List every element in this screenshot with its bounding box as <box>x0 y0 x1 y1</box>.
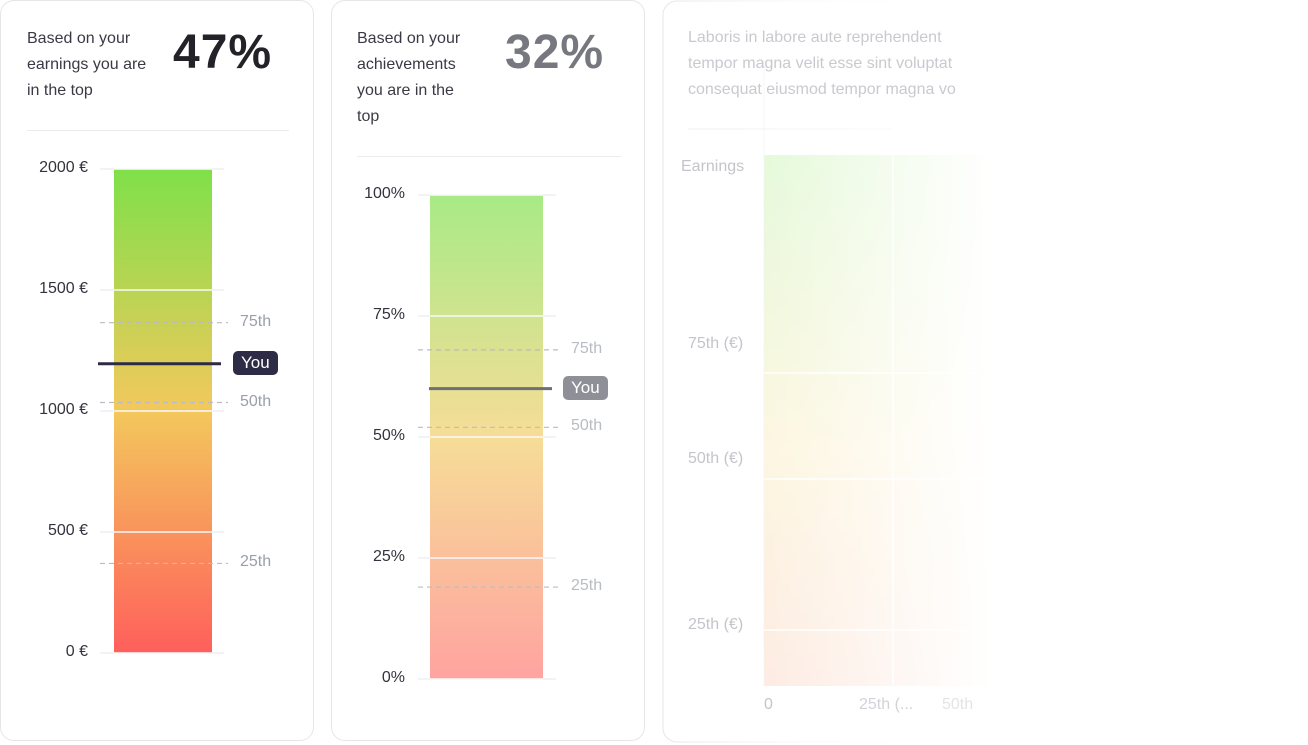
y-tick-label: 75% <box>372 306 405 323</box>
heatmap-ylabel: Earnings <box>681 158 745 175</box>
y-tick-label: 25% <box>372 548 405 565</box>
you-badge: You <box>233 350 278 375</box>
percentile-label-25th: 25th <box>240 553 272 571</box>
heatmap-fade-overlay <box>662 0 992 745</box>
chart-svg-0 <box>98 168 228 654</box>
earnings-description: Based on your earnings you are in the to… <box>27 30 147 99</box>
heatmap-ytick-75: 75th (€) <box>688 335 744 352</box>
percentile-label-25th: 25th <box>571 577 603 595</box>
y-tick-label: 100% <box>364 185 405 202</box>
percentile-label-50th: 50th <box>240 392 272 410</box>
earnings-percent: 47% <box>173 26 273 79</box>
heatmap-xtick-25: 25th (... <box>859 696 914 713</box>
earnings-divider <box>27 130 289 131</box>
you-badge: You <box>563 375 608 400</box>
y-tick-label: 1500 € <box>39 280 88 297</box>
heatmap-card-svg <box>662 0 992 745</box>
y-tick-label: 2000 € <box>39 159 88 176</box>
heatmap-description: Laboris in labore aute reprehendent temp… <box>688 29 956 98</box>
achievements-percent: 32% <box>505 26 605 79</box>
y-tick-label: 0% <box>381 669 405 686</box>
percentile-label-75th: 75th <box>240 312 272 330</box>
achievements-chart: 0% 25% 50% 75% 100% 75th 50th 25th You <box>364 185 608 686</box>
y-tick-label: 0 € <box>65 643 88 660</box>
chart-svg-1 <box>418 194 560 680</box>
heatmap-xtick-0: 0 <box>764 696 773 713</box>
percentile-label-75th: 75th <box>571 339 603 357</box>
heatmap-card: Laboris in labore aute reprehendent temp… <box>662 0 992 745</box>
earnings-chart: 0 € 500 € 1000 € 1500 € 2000 € 75th 50th 25th Yo… <box>0 0 314 741</box>
heatmap-ytick-50: 50th (€) <box>688 450 744 467</box>
achievements-description: Based on your achievements you are in th… <box>357 30 461 125</box>
heatmap-xtick-50: 50th <box>942 696 974 713</box>
y-tick-label: 50% <box>372 427 405 444</box>
heatmap-ytick-25: 25th (€) <box>688 616 744 633</box>
y-tick-label: 500 € <box>47 522 88 539</box>
y-tick-label: 1000 € <box>39 401 88 418</box>
percentile-label-50th: 50th <box>571 417 603 435</box>
achievements-divider <box>357 156 621 157</box>
